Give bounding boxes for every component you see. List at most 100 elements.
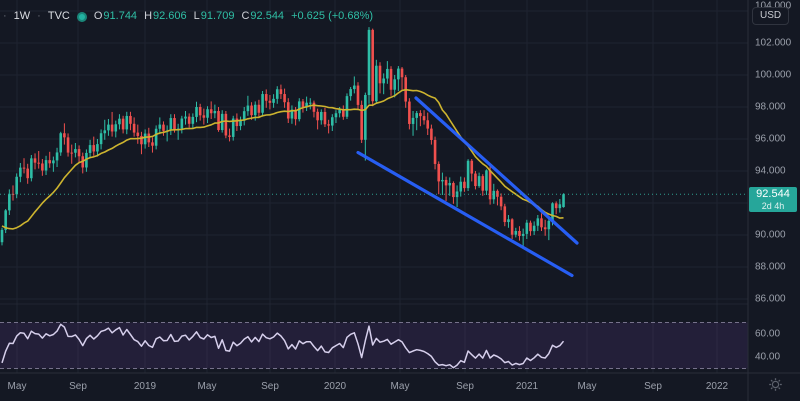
candle-body: [26, 168, 29, 179]
candle-body: [459, 181, 463, 192]
candle-body: [342, 109, 345, 117]
candle-body: [349, 89, 352, 97]
candle-body: [11, 193, 15, 195]
currency-button[interactable]: USD: [752, 7, 790, 25]
candle-body: [132, 123, 136, 133]
candle-body: [496, 190, 499, 197]
candle-body: [275, 89, 279, 99]
candle-body: [543, 227, 547, 230]
legend-high: H 92.606: [144, 10, 187, 22]
candle-body: [187, 116, 191, 124]
candle-body: [224, 113, 228, 136]
candle-body: [367, 29, 371, 96]
candle-body: [162, 124, 165, 131]
candle-body: [55, 152, 59, 161]
candle-body: [52, 160, 55, 164]
time-axis-label: Sep: [456, 381, 474, 392]
price-axis-label: 94.000: [755, 165, 786, 177]
candle-body: [110, 124, 114, 132]
time-axis[interactable]: May Sep 2019 May Sep 2020 May Sep 2021 May Sep 2022: [0, 373, 800, 401]
trendline-lower[interactable]: [356, 150, 574, 278]
candle-body: [30, 158, 33, 179]
candle-body: [529, 222, 532, 232]
rsi-band: [0, 322, 748, 369]
price-axis-label: 90.000: [755, 229, 786, 241]
candle-body: [96, 144, 99, 152]
candle-body: [66, 137, 70, 153]
candle-body: [408, 101, 411, 124]
settings-gear-icon[interactable]: [768, 377, 783, 397]
candle-body: [4, 210, 7, 230]
candle-body: [415, 113, 419, 118]
candle-body: [521, 233, 525, 236]
legend-leading-dot: ·: [3, 10, 7, 22]
candle-body: [209, 109, 213, 114]
candle-body: [19, 167, 22, 177]
candle-body: [430, 128, 433, 140]
candle-body: [477, 176, 481, 187]
candle-body: [378, 65, 382, 84]
candle-body: [41, 163, 44, 171]
candle-body: [272, 98, 275, 103]
candle-body: [308, 102, 312, 104]
legend-interval[interactable]: 1W: [13, 10, 31, 22]
time-axis-label: Sep: [644, 381, 662, 392]
candle-body: [525, 222, 529, 234]
candle-body: [481, 176, 485, 191]
candle-body: [173, 118, 176, 130]
candle-body: [312, 102, 316, 112]
candle-body: [195, 107, 198, 117]
rsi-line: [1, 323, 565, 369]
candle-body: [191, 116, 195, 124]
source-logo-icon: [76, 11, 87, 22]
time-axis-label: May: [390, 381, 410, 392]
legend-open: O 91.744: [93, 10, 138, 22]
legend-symbol[interactable]: TVC: [47, 10, 70, 22]
price-axis-label: 98.000: [755, 101, 786, 113]
candle-body: [536, 218, 540, 226]
candle-body: [305, 102, 308, 108]
candle-body: [466, 160, 470, 189]
price-axis[interactable]: 104.000 102.000 100.000 98.000 96.000 94.000 9…: [748, 0, 800, 373]
candle-body: [246, 105, 250, 112]
candle-body: [85, 152, 88, 168]
time-axis-label: Sep: [261, 381, 279, 392]
candle-body: [290, 109, 294, 119]
candle-body: [455, 191, 459, 198]
price-axis-label: 102.000: [755, 37, 792, 49]
candle-body: [33, 158, 37, 163]
candle-body: [239, 120, 242, 127]
candle-body: [253, 104, 257, 116]
candle-body: [63, 133, 66, 138]
candle-body: [8, 193, 11, 211]
last-price-badge[interactable]: 92.544 2d 4h: [749, 187, 797, 212]
time-axis-label: May: [197, 381, 217, 392]
legend: · 1W · TVC O 91.744 H 92.606 L 91.709 C …: [3, 9, 373, 24]
candle-body: [474, 173, 477, 187]
candle-body: [48, 160, 52, 164]
candle-body: [507, 219, 510, 223]
candle-body: [382, 78, 385, 84]
candle-body: [129, 115, 132, 124]
candle-body: [540, 218, 543, 228]
candle-body: [551, 203, 554, 221]
candle-body: [437, 163, 441, 182]
price-axis-label: 40.00: [755, 351, 781, 363]
candle-body: [158, 124, 162, 129]
candle-body: [257, 104, 261, 113]
candle-body: [264, 94, 268, 101]
trendline-upper[interactable]: [414, 96, 579, 245]
candle-body: [217, 111, 220, 131]
legend-change: +0.625 (+0.68%): [291, 10, 374, 22]
time-axis-label: May: [577, 381, 597, 392]
candle-body: [206, 109, 209, 118]
candle-body: [393, 79, 396, 90]
candle-body: [286, 102, 290, 119]
time-axis-label: May: [7, 381, 27, 392]
candle-body: [360, 104, 363, 140]
candle-body: [297, 101, 301, 120]
candle-body: [562, 194, 565, 208]
price-axis-label: 96.000: [755, 133, 786, 145]
